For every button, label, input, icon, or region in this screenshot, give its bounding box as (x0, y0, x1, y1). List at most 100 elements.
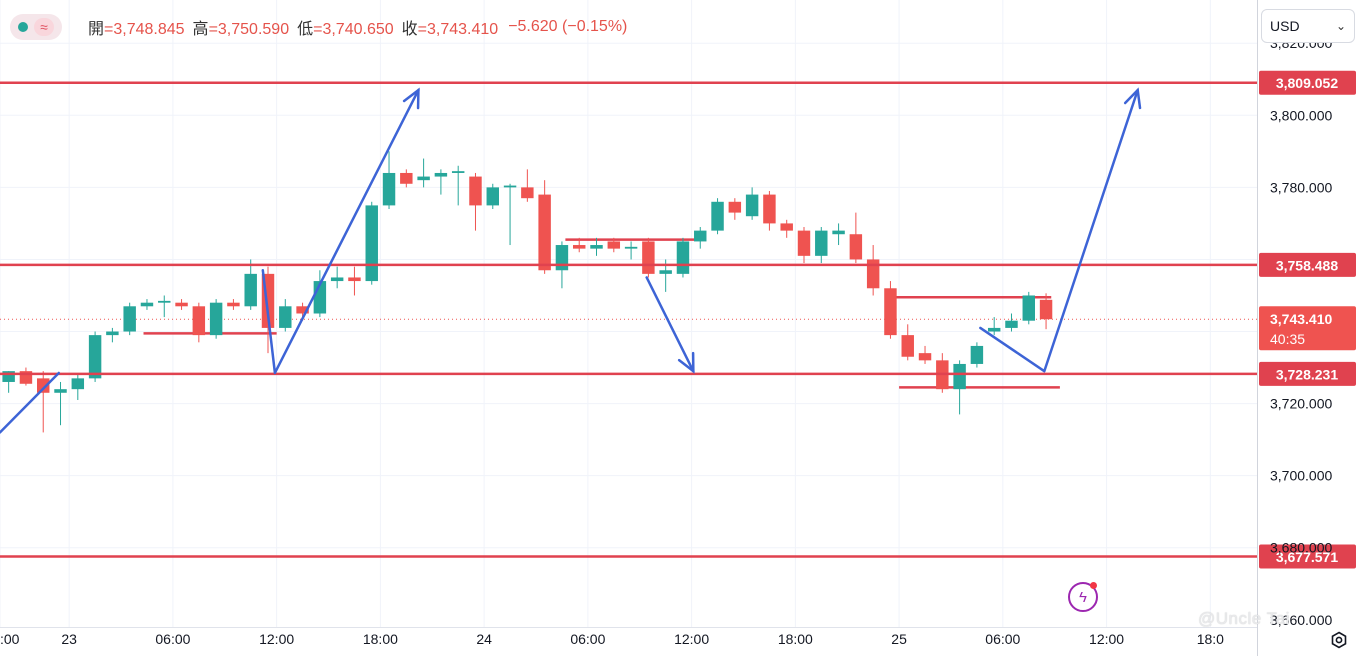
green-dot-icon (18, 22, 28, 32)
candle (1039, 293, 1053, 330)
candle (400, 169, 413, 188)
high-label: 高 (192, 21, 209, 38)
level-label-bg (1259, 70, 1356, 95)
candle (694, 227, 707, 249)
y-tick-label: 3,700.000 (1270, 468, 1332, 484)
low-value: =3,740.650 (313, 21, 394, 38)
candle (175, 299, 188, 310)
candle-body (296, 306, 309, 314)
candle-body (711, 201, 724, 231)
candle-body (1022, 295, 1035, 321)
x-tick-label: 18:00 (778, 631, 813, 647)
candle-body (624, 246, 638, 249)
candle (987, 317, 1001, 336)
candle-body (780, 223, 793, 231)
candle (106, 327, 119, 343)
candle-body (1039, 299, 1053, 320)
horizontal-levels[interactable]: 3,809.052 3,758.488 3,728.231 3,677.571 (0, 70, 1356, 569)
candle-body (832, 230, 845, 235)
candle (953, 360, 966, 415)
candle-body (175, 302, 188, 307)
candle (451, 165, 465, 206)
currency-value: USD (1270, 18, 1300, 34)
arrow-head (677, 351, 695, 374)
candle-body (642, 241, 655, 274)
high-item: 高=3,750.590 (193, 15, 290, 39)
y-tick-label: 3,720.000 (1270, 396, 1332, 412)
candle (503, 183, 517, 246)
candle (279, 299, 292, 332)
candle-body (227, 302, 240, 307)
candle-body (901, 335, 914, 357)
candle-body (469, 176, 482, 206)
candle-body (106, 331, 119, 336)
candle-body (607, 241, 621, 249)
candle (901, 324, 914, 361)
settings-icon[interactable] (1330, 631, 1348, 649)
candle (71, 374, 85, 400)
candle (918, 345, 932, 364)
candle-body (37, 378, 50, 393)
candle (140, 299, 154, 310)
candle-body (572, 245, 586, 249)
candle-body (88, 335, 102, 379)
candle-body (987, 327, 1001, 332)
candle-body (400, 172, 413, 184)
candle-body (953, 363, 966, 390)
candle (866, 245, 880, 296)
status-pill[interactable]: ≈ (10, 14, 62, 40)
arrow-path (979, 88, 1139, 373)
x-tick-label: 18:00 (363, 631, 398, 647)
countdown-label: 40:35 (1270, 331, 1305, 347)
x-tick-label: 06:00 (155, 631, 190, 647)
x-tick-label: 12:00 (259, 631, 294, 647)
candle (745, 187, 759, 220)
candle (1005, 313, 1018, 332)
candle (486, 183, 499, 209)
close-value: =3,743.410 (417, 21, 499, 38)
projection-arrows (0, 87, 1142, 434)
level-label-bg (1259, 252, 1356, 277)
candle-body (659, 270, 672, 274)
candle-body (279, 306, 292, 328)
candle-body (815, 230, 828, 256)
currency-select[interactable]: USD ⌄ (1261, 9, 1355, 43)
candle (607, 237, 621, 253)
x-tick-label: 12:00 (674, 631, 709, 647)
y-tick-label: 3,800.000 (1270, 107, 1332, 123)
candles (2, 151, 1053, 433)
lightning-icon[interactable]: ϟ (1068, 582, 1098, 612)
level-label: 3,758.488 (1276, 257, 1338, 273)
candle (19, 367, 33, 386)
change-value: −5.620 (−0.15%) (508, 18, 628, 35)
candle-body (745, 194, 759, 217)
notification-dot (1090, 582, 1097, 589)
candle-body (486, 187, 499, 206)
open-value: =3,748.845 (104, 21, 185, 38)
close-label: 收 (401, 21, 418, 38)
candle (348, 266, 361, 296)
wave-icon[interactable]: ≈ (34, 18, 54, 36)
x-tick-label: 24 (476, 631, 492, 647)
level-label: 3,809.052 (1276, 75, 1338, 91)
candle (763, 190, 776, 231)
x-tick-label: 06:00 (570, 631, 605, 647)
x-tick-label: :00 (0, 631, 20, 647)
candle (780, 219, 793, 238)
candle-body (849, 234, 863, 260)
candle-body (244, 273, 257, 307)
open-label: 開 (88, 21, 105, 38)
level-label: 3,728.231 (1276, 366, 1338, 382)
candle-body (330, 277, 344, 282)
open-item: 開=3,748.845 (88, 15, 185, 39)
y-tick-label-partial: 3,660.000 (1270, 612, 1332, 628)
close-item: 收=3,743.410 (402, 15, 499, 39)
high-value: =3,750.590 (208, 21, 290, 38)
time-axis[interactable]: :00 23 06:00 12:00 18:00 24 06:00 12:00 18:00 25 0… (0, 627, 1257, 648)
arrow-path (0, 371, 61, 434)
candle-body (884, 288, 897, 336)
candle (884, 281, 897, 339)
candle-body (503, 185, 517, 188)
chevron-down-icon: ⌄ (1335, 19, 1346, 33)
